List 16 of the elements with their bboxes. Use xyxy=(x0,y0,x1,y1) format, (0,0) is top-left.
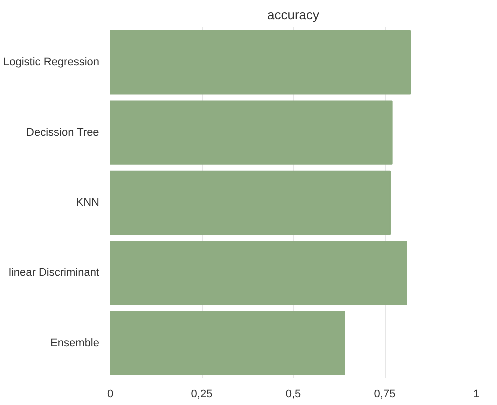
y-tick-label: linear Discriminant xyxy=(9,267,100,280)
bar xyxy=(110,170,391,236)
chart-title: accuracy xyxy=(267,8,320,22)
x-tick-label: 0,5 xyxy=(286,388,302,400)
x-tick-label: 1 xyxy=(473,388,480,400)
y-tick-label: Decission Tree xyxy=(26,126,100,139)
bar xyxy=(110,100,393,165)
bar xyxy=(110,30,412,95)
bar xyxy=(110,311,346,376)
x-tick-label: 0 xyxy=(107,388,114,400)
x-tick-label: 0,25 xyxy=(191,388,213,400)
bar xyxy=(110,241,408,306)
y-tick-label: KNN xyxy=(76,197,100,209)
y-tick-label: Logistic Regression xyxy=(4,56,100,69)
x-tick-label: 0,75 xyxy=(374,388,396,400)
y-tick-label: Ensemble xyxy=(50,337,100,350)
